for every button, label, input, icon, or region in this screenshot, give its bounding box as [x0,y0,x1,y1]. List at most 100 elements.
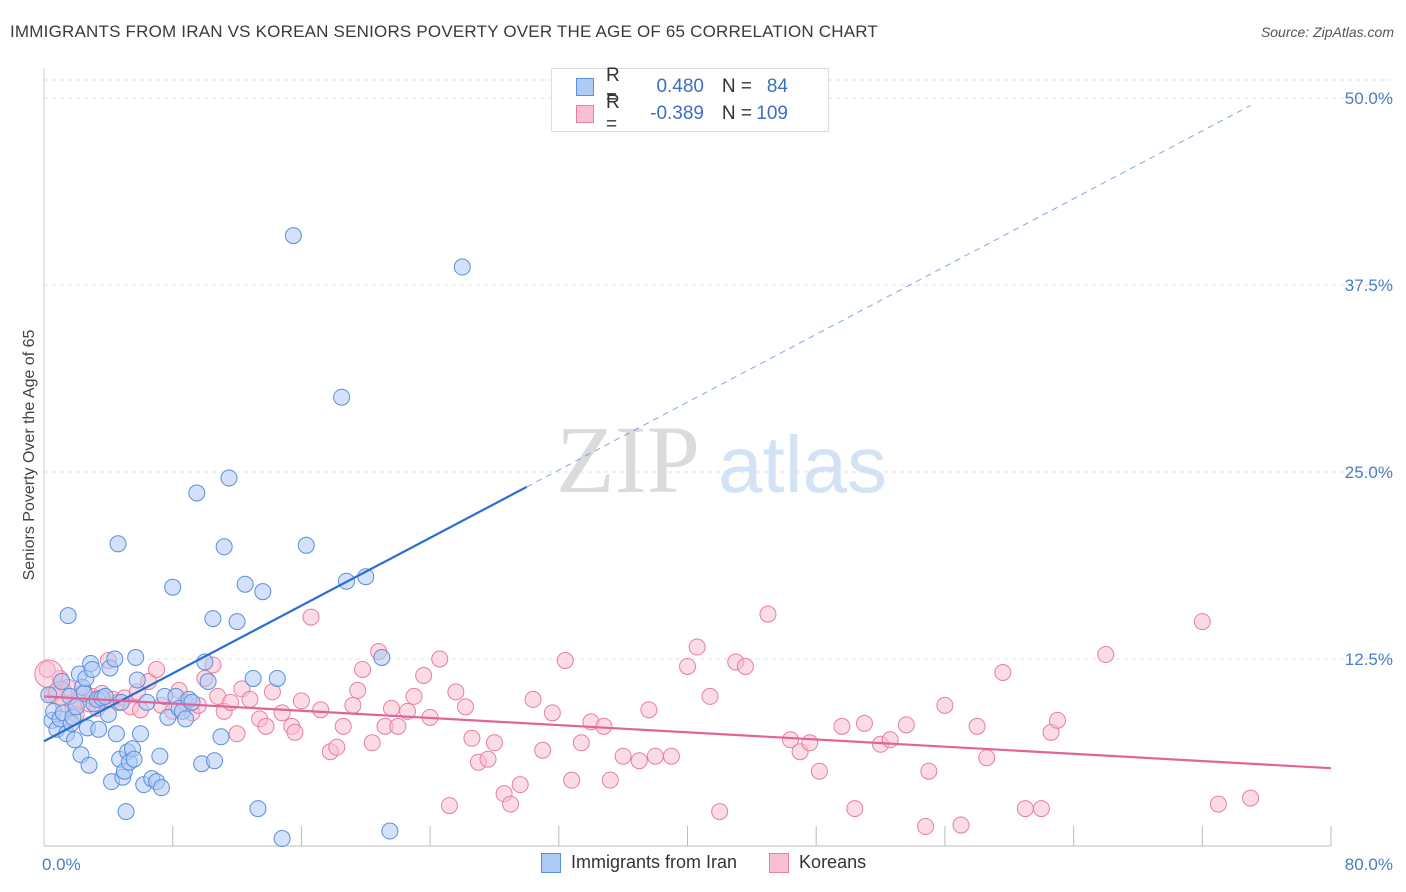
iran-point [268,669,286,687]
correlation-legend: R = 0.480 N = 84 R = -0.389 N = 109 [551,65,829,135]
korean-point [511,776,529,794]
korean-point [1032,800,1050,818]
legend-swatch-koreans [576,105,594,123]
korean-point [273,704,291,722]
iran-trend-line [43,485,528,743]
legend-n-label: N = [721,103,752,124]
korean-point [257,717,275,735]
iran-point [53,672,71,690]
y-tick-label: 37.5% [1345,276,1393,295]
iran-point [151,747,169,765]
korean-point [292,692,310,710]
iran-point [284,227,302,245]
series-legend-koreans[interactable]: Koreans [769,852,866,873]
korean-point [978,749,996,767]
korean-point [994,663,1012,681]
chart-title: IMMIGRANTS FROM IRAN VS KOREAN SENIORS P… [10,22,879,41]
koreans-trend-line [43,695,1332,770]
series-legend-iran[interactable]: Immigrants from Iran [541,852,737,873]
korean-point [344,696,362,714]
iran-point [453,258,471,276]
korean-point [334,717,352,735]
axes [43,68,1332,847]
korean-point [572,734,590,752]
iran-point [164,578,182,596]
koreans-points [34,605,1260,836]
korean-point [1242,789,1260,807]
korean-point [736,657,754,675]
x-tick-label: 0.0% [42,855,81,874]
korean-point [701,687,719,705]
x-tick-labels: 0.0% 80.0% [42,855,1393,874]
iran-point [220,469,238,487]
iran-point [373,649,391,667]
iran-point [125,750,143,768]
korean-point [614,747,632,765]
iran-point [40,686,58,704]
korean-point [524,690,542,708]
korean-point [286,723,304,741]
iran-point [236,575,254,593]
y-tick-label: 25.0% [1345,463,1393,482]
korean-point [662,747,680,765]
korean-point [563,771,581,789]
iran-trend-extension [526,105,1251,488]
iran-point [132,725,150,743]
iran-point [117,803,135,821]
korean-point [711,803,729,821]
korean-point [302,608,320,626]
korean-point [897,716,915,734]
iran-point [215,538,233,556]
legend-r-label: R = [606,92,620,135]
legend-r-value: -0.389 [650,103,704,124]
korean-point [646,747,664,765]
korean-point [228,725,246,743]
iran-point [206,752,224,770]
korean-point [363,734,381,752]
iran-point [204,610,222,628]
iran-point [183,693,201,711]
korean-point [312,701,330,719]
series-label-koreans: Koreans [799,852,867,872]
korean-point [382,699,400,717]
y-tick-label: 50.0% [1345,89,1393,108]
legend-row-iran: R = 0.480 N = 84 [576,65,788,108]
iran-point [381,822,399,840]
y-tick-labels: 12.5% 25.0% 37.5% 50.0% [1345,89,1393,669]
korean-point [801,734,819,752]
korean-point [846,800,864,818]
korean-point [534,741,552,759]
iran-point [107,725,125,743]
series-swatch-iran [541,852,561,873]
korean-point [679,657,696,675]
korean-point [936,696,954,714]
korean-point [148,660,166,678]
korean-point [405,687,423,705]
iran-point [297,536,315,554]
legend-r-label: R = [606,65,620,108]
iran-point [273,830,291,848]
iran-point [127,649,145,667]
korean-point [556,651,574,669]
korean-point [543,704,561,722]
trend-lines [43,105,1332,770]
iran-point [212,728,230,746]
korean-point [952,816,970,834]
iran-points [40,227,471,848]
korean-point [1049,711,1067,729]
korean-point [328,738,346,756]
legend-swatch-iran [576,78,594,96]
legend-n-label: N = [721,76,752,97]
iran-point [177,710,195,728]
korean-point [502,795,520,813]
series-swatch-koreans [769,852,790,873]
korean-point [1193,613,1211,631]
korean-point [1209,795,1227,813]
iran-point [90,720,108,738]
legend-n-value: 109 [756,103,788,124]
korean-point [431,650,449,668]
korean-point [920,762,938,780]
korean-point [968,717,986,735]
iran-point [249,800,267,818]
